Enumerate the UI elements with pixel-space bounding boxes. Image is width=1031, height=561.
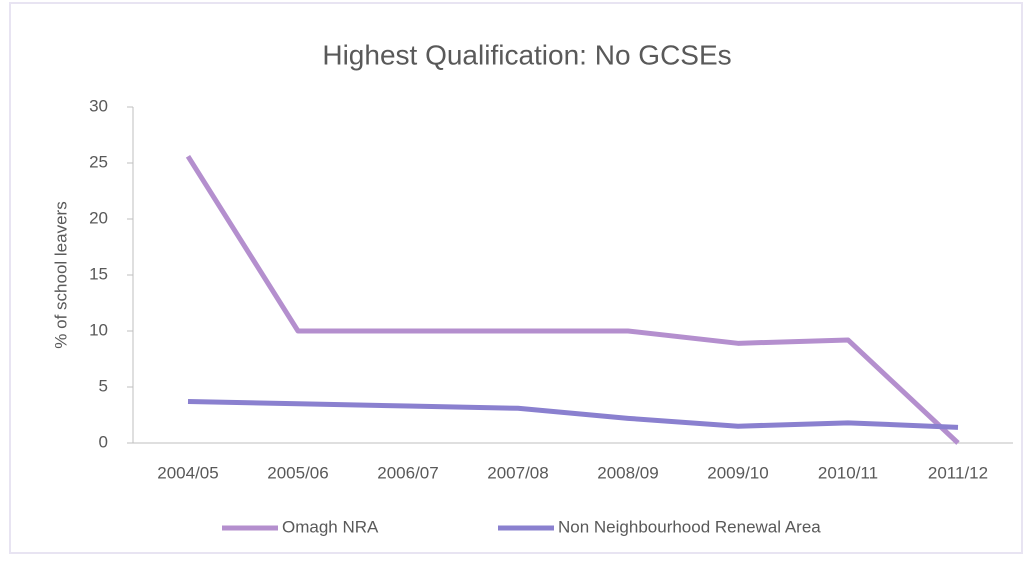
y-tick-label: 30 — [89, 96, 108, 115]
x-tick-label: 2007/08 — [487, 463, 548, 482]
y-tick-label: 15 — [89, 264, 108, 283]
y-tick-label: 25 — [89, 152, 108, 171]
x-tick-label: 2004/05 — [157, 463, 218, 482]
x-tick-label: 2010/11 — [818, 463, 878, 482]
x-tick-label: 2008/09 — [597, 463, 658, 482]
chart-frame — [9, 2, 1023, 554]
line-series — [185, 154, 960, 445]
x-tick-label: 2009/10 — [707, 463, 768, 482]
line-series — [187, 399, 959, 430]
legend-label: Non Neighbourhood Renewal Area — [558, 517, 821, 536]
y-tick-label: 10 — [89, 320, 108, 339]
x-tick-label: 2011/12 — [928, 463, 988, 482]
chart-title: Highest Qualification: No GCSEs — [322, 39, 731, 70]
legend-label: Omagh NRA — [282, 517, 379, 536]
x-tick-label: 2006/07 — [377, 463, 438, 482]
y-axis-label: % of school leavers — [51, 201, 70, 348]
y-tick-label: 0 — [99, 432, 108, 451]
y-tick-label: 5 — [99, 376, 108, 395]
y-tick-label: 20 — [89, 208, 108, 227]
x-tick-label: 2005/06 — [267, 463, 328, 482]
